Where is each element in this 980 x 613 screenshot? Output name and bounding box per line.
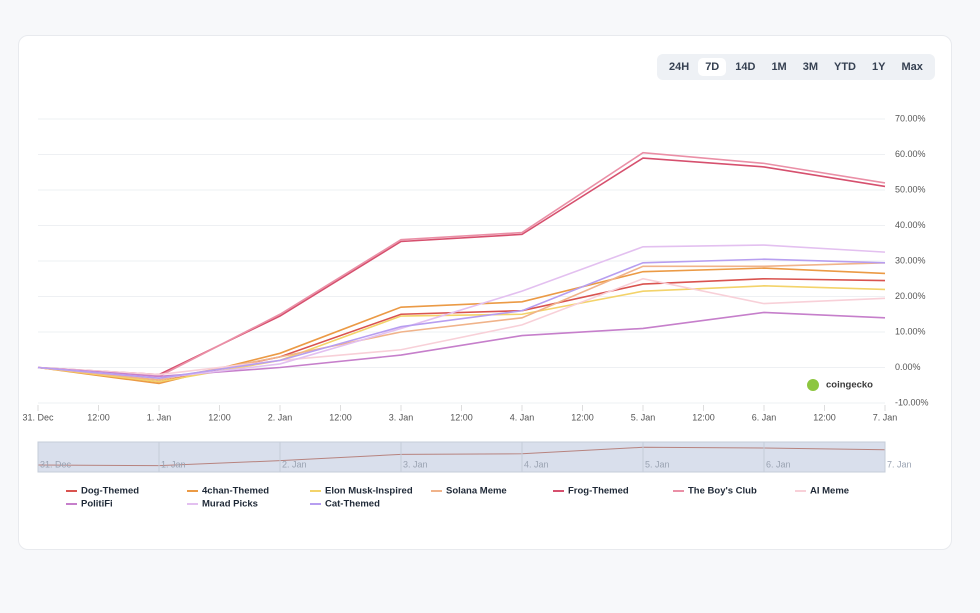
legend-label: The Boy's Club — [688, 486, 757, 497]
y-tick-label: 0.00% — [895, 362, 921, 372]
x-tick-label: 1. Jan — [147, 412, 172, 422]
y-tick-label: 30.00% — [895, 255, 926, 265]
x-tick-label: 5. Jan — [631, 412, 656, 422]
y-tick-label: -10.00% — [895, 397, 929, 407]
y-tick-label: 60.00% — [895, 149, 926, 159]
range-button[interactable]: 14D — [735, 61, 756, 73]
legend-label: Cat-Themed — [325, 499, 380, 510]
range-button[interactable]: 3M — [802, 61, 818, 73]
navigator-label: 3. Jan — [403, 459, 428, 469]
navigator-label: 6. Jan — [766, 459, 791, 469]
range-button[interactable]: 7D — [698, 58, 727, 76]
navigator-label: 2. Jan — [282, 459, 307, 469]
x-tick-label: 31. Dec — [22, 412, 54, 422]
range-button[interactable]: 1M — [771, 61, 787, 73]
x-tick-label: 7. Jan — [873, 412, 898, 422]
series-line — [37, 311, 886, 378]
x-tick-label: 6. Jan — [752, 412, 777, 422]
navigator — [37, 441, 886, 473]
x-tick-label: 2. Jan — [268, 412, 293, 422]
x-tick-label: 12:00 — [87, 412, 110, 422]
x-tick-label: 12:00 — [692, 412, 715, 422]
brand: coingecko — [826, 380, 873, 391]
y-tick-label: 50.00% — [895, 184, 926, 194]
x-tick-label: 3. Jan — [389, 412, 414, 422]
navigator-label: 1. Jan — [161, 459, 186, 469]
navigator-label: 4. Jan — [524, 459, 549, 469]
x-tick-label: 12:00 — [813, 412, 836, 422]
range-button[interactable]: 1Y — [872, 61, 886, 73]
series-line — [37, 258, 886, 379]
range-button[interactable]: YTD — [834, 61, 856, 73]
series-line — [37, 261, 886, 381]
x-tick-label: 12:00 — [571, 412, 594, 422]
y-tick-label: 20.00% — [895, 291, 926, 301]
legend-label: 4chan-Themed — [202, 486, 269, 497]
series-line — [37, 277, 886, 376]
range-buttons: 24H 7D 14D 1M 3M YTD 1Y Max — [657, 54, 935, 80]
legend-label: Murad Picks — [202, 499, 258, 510]
series-line — [37, 151, 886, 378]
series-line — [37, 244, 886, 379]
series-line — [37, 277, 886, 383]
series-line — [37, 157, 886, 376]
x-tick-label: 12:00 — [208, 412, 231, 422]
y-tick-label: 40.00% — [895, 220, 926, 230]
legend-label: Solana Meme — [446, 486, 507, 497]
legend-label: Frog-Themed — [568, 486, 629, 497]
legend-label: PolitiFi — [81, 499, 113, 510]
x-tick-label: 4. Jan — [510, 412, 535, 422]
navigator-label: 5. Jan — [645, 459, 670, 469]
brand-logo — [807, 379, 819, 391]
y-tick-label: 10.00% — [895, 326, 926, 336]
range-button[interactable]: 24H — [669, 61, 690, 73]
range-button[interactable]: Max — [901, 61, 923, 73]
legend-label: Dog-Themed — [81, 486, 139, 497]
navigator-line — [37, 446, 886, 467]
legend-label: Elon Musk-Inspired — [325, 486, 413, 497]
x-tick-label: 12:00 — [329, 412, 352, 422]
legend-label: AI Meme — [810, 486, 849, 497]
x-tick-label: 12:00 — [450, 412, 473, 422]
series-line — [37, 285, 886, 383]
navigator-label: 31. Dec — [40, 459, 72, 469]
navigator-label: 7. Jan — [887, 459, 912, 469]
y-tick-label: 70.00% — [895, 113, 926, 123]
